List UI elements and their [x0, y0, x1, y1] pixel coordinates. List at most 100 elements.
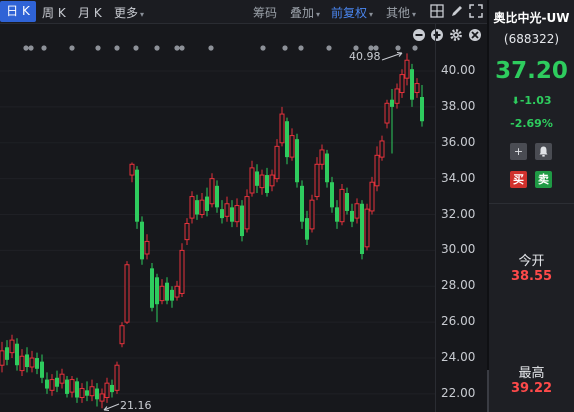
price-tick-label: 36.00: [441, 134, 476, 149]
open-label: 今开: [518, 254, 545, 269]
candle: [319, 144, 325, 170]
candle: [414, 78, 420, 98]
candle: [129, 162, 135, 183]
chart-toolbar: 日 K 周 K 月 K 更多 ▾ 筹码 叠加 ▾ 前复权 ▾ 其他 ▾: [0, 0, 487, 24]
high-annotation: 40.98: [349, 50, 381, 63]
candle: [265, 167, 269, 197]
candle: [410, 63, 414, 107]
candle: [330, 176, 334, 213]
candle: [374, 146, 380, 192]
candle: [360, 200, 364, 260]
more-dropdown[interactable]: 更多 ▾: [114, 4, 144, 21]
candle: [240, 200, 244, 242]
gear-icon[interactable]: [450, 29, 462, 41]
candle: [345, 187, 349, 215]
candle: [5, 340, 9, 366]
grid-icon[interactable]: [430, 4, 444, 18]
close-circle-icon[interactable]: [469, 29, 481, 41]
candle: [69, 375, 75, 398]
candle: [309, 194, 315, 233]
candle: [114, 361, 120, 394]
candle: [89, 379, 95, 402]
candle: [314, 157, 320, 201]
event-marker: [154, 45, 160, 51]
candle: [300, 180, 304, 229]
high-label: 最高: [518, 366, 545, 381]
minus-circle-icon[interactable]: [413, 29, 425, 41]
overlay-label: 叠加: [290, 6, 315, 20]
candle: [144, 234, 150, 260]
price-tick-label: 30.00: [441, 242, 476, 257]
event-marker: [41, 45, 47, 51]
other-dropdown[interactable]: 其他 ▾: [386, 4, 416, 21]
scrollbar[interactable]: [487, 370, 489, 412]
chips-button[interactable]: 筹码: [253, 6, 278, 20]
high-pointer-icon: [381, 52, 403, 61]
candle: [379, 135, 385, 161]
bell-icon: [539, 146, 548, 157]
tab-daily-k[interactable]: 日 K: [0, 1, 36, 22]
price-tick-label: 28.00: [441, 278, 476, 293]
more-label: 更多: [114, 6, 139, 20]
event-marker: [174, 45, 180, 51]
candle: [65, 375, 69, 398]
fullscreen-icon[interactable]: [469, 4, 483, 18]
open-value: 38.55: [510, 269, 553, 284]
candle: [354, 198, 360, 224]
stock-name: 奥比中光-UW: [493, 11, 570, 25]
candle: [350, 203, 354, 228]
event-marker: [133, 45, 139, 51]
event-marker: [95, 45, 101, 51]
event-marker: [395, 45, 401, 51]
candle: [174, 280, 180, 301]
candle: [369, 176, 375, 215]
candle: [244, 189, 250, 233]
alert-button[interactable]: [535, 143, 552, 160]
event-marker: [282, 45, 288, 51]
candle: [15, 338, 19, 371]
add-watchlist-button[interactable]: +: [510, 143, 527, 160]
event-marker: [373, 45, 379, 51]
candle: [75, 377, 79, 403]
candle: [85, 381, 89, 402]
candle: [29, 350, 35, 373]
low-annotation: 21.16: [120, 399, 152, 412]
overlay-dropdown[interactable]: 叠加 ▾: [290, 4, 320, 21]
event-marker: [69, 45, 75, 51]
event-marker: [368, 45, 374, 51]
caret-down-icon: ▾: [412, 10, 417, 19]
buy-button[interactable]: 买: [510, 171, 527, 188]
caret-down-icon: ▾: [369, 10, 374, 19]
candle: [35, 352, 39, 375]
tab-monthly-k[interactable]: 月 K: [78, 6, 102, 20]
event-marker: [412, 45, 418, 51]
sell-button[interactable]: 卖: [535, 171, 552, 188]
chart-controls: [413, 29, 481, 41]
candle: [40, 354, 44, 384]
candle: [224, 196, 230, 222]
candle: [49, 374, 55, 396]
adjust-dropdown[interactable]: 前复权 ▾: [331, 4, 373, 21]
panel-divider: [487, 0, 489, 412]
candle: [394, 83, 400, 109]
event-marker: [326, 45, 332, 51]
pencil-icon[interactable]: [450, 4, 464, 18]
candle: [184, 218, 190, 246]
candle: [399, 69, 405, 98]
candlestick-chart[interactable]: [0, 24, 487, 412]
candle: [255, 164, 259, 193]
candle: [364, 203, 370, 251]
candle: [390, 88, 394, 154]
price-tick-label: 32.00: [441, 206, 476, 221]
candle: [25, 347, 29, 373]
stock-code: (688322): [503, 32, 560, 46]
candle: [124, 261, 130, 324]
price-tick-label: 34.00: [441, 170, 476, 185]
candle: [289, 128, 295, 161]
candle: [230, 200, 234, 228]
tab-weekly-k[interactable]: 周 K: [42, 6, 66, 20]
event-marker: [23, 45, 29, 51]
plus-circle-icon[interactable]: [431, 29, 443, 41]
price-tick-label: 22.00: [441, 385, 476, 400]
event-marker: [208, 45, 214, 51]
